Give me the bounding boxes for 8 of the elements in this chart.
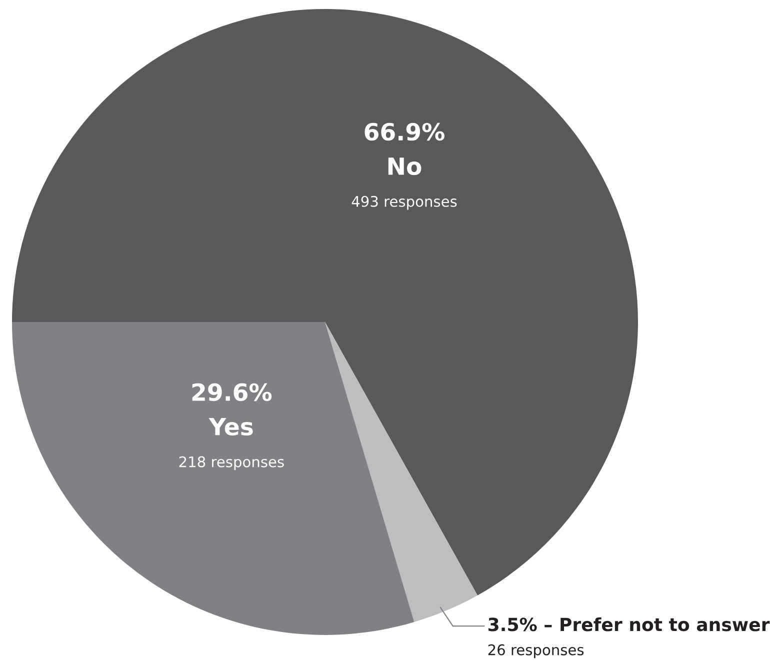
slice-label: Yes: [208, 418, 253, 436]
text: 26 responses: [488, 644, 584, 658]
slice-label: No: [388, 158, 422, 176]
text: 218 responses: [179, 456, 284, 470]
data-label: 29.6%: [192, 383, 272, 402]
text: 493 responses: [352, 196, 457, 210]
data-label: 66.9%: [364, 122, 444, 141]
slice-label: 3.5% – Prefer not to answer: [488, 617, 770, 632]
